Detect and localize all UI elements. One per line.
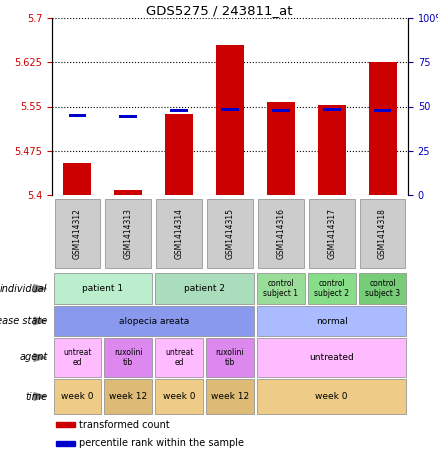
Text: patient 1: patient 1: [82, 284, 124, 293]
Text: week 12: week 12: [211, 392, 249, 401]
Bar: [221, 108, 239, 111]
Text: transformed count: transformed count: [79, 419, 170, 429]
Bar: [53, 273, 152, 304]
Bar: [359, 273, 406, 304]
Text: GSM1414317: GSM1414317: [327, 208, 336, 259]
Text: percentile rank within the sample: percentile rank within the sample: [79, 439, 244, 448]
Bar: [156, 199, 202, 268]
Bar: [53, 306, 254, 336]
Text: ruxolini
tib: ruxolini tib: [215, 348, 244, 367]
Text: time: time: [25, 391, 48, 401]
Bar: [170, 109, 188, 112]
Bar: [257, 379, 406, 414]
Bar: [258, 199, 304, 268]
Text: control
subject 3: control subject 3: [365, 279, 400, 298]
Bar: [374, 109, 392, 112]
Text: GSM1414316: GSM1414316: [276, 208, 286, 259]
Bar: [55, 199, 100, 268]
Text: GSM1414312: GSM1414312: [73, 208, 82, 259]
Polygon shape: [34, 354, 46, 361]
Text: alopecia areata: alopecia areata: [119, 317, 189, 326]
Bar: [360, 199, 406, 268]
Text: untreat
ed: untreat ed: [165, 348, 194, 367]
Bar: [323, 108, 341, 111]
Bar: [53, 338, 101, 377]
Bar: [155, 379, 203, 414]
Text: ruxolini
tib: ruxolini tib: [114, 348, 143, 367]
Bar: [267, 102, 295, 195]
Text: GSM1414315: GSM1414315: [226, 208, 234, 259]
Bar: [309, 199, 355, 268]
Bar: [155, 338, 203, 377]
Bar: [257, 306, 406, 336]
Bar: [369, 62, 396, 195]
Text: week 0: week 0: [163, 392, 195, 401]
Polygon shape: [34, 284, 46, 292]
Text: GSM1414314: GSM1414314: [175, 208, 184, 259]
Text: GDS5275 / 243811_at: GDS5275 / 243811_at: [146, 4, 292, 17]
Text: agent: agent: [19, 352, 48, 362]
Text: disease state: disease state: [0, 316, 48, 326]
Bar: [272, 109, 290, 112]
Polygon shape: [34, 317, 46, 325]
Bar: [104, 338, 152, 377]
Bar: [318, 105, 346, 195]
Bar: [257, 273, 305, 304]
Bar: [216, 44, 244, 195]
Bar: [207, 199, 253, 268]
Bar: [53, 379, 101, 414]
Text: week 0: week 0: [61, 392, 94, 401]
Bar: [104, 379, 152, 414]
Bar: [64, 163, 92, 195]
Bar: [155, 273, 254, 304]
Bar: [114, 190, 142, 195]
Text: week 12: week 12: [109, 392, 147, 401]
Bar: [68, 114, 86, 117]
Text: patient 2: patient 2: [184, 284, 225, 293]
Bar: [106, 199, 151, 268]
Text: untreat
ed: untreat ed: [63, 348, 92, 367]
Bar: [120, 115, 137, 118]
Bar: [308, 273, 356, 304]
Text: GSM1414318: GSM1414318: [378, 208, 387, 259]
Text: week 0: week 0: [315, 392, 348, 401]
Text: control
subject 1: control subject 1: [263, 279, 298, 298]
Bar: [257, 338, 406, 377]
Text: control
subject 2: control subject 2: [314, 279, 349, 298]
Bar: [56, 422, 75, 427]
Text: individual: individual: [0, 284, 48, 294]
Bar: [56, 441, 75, 446]
Text: normal: normal: [316, 317, 348, 326]
Text: GSM1414313: GSM1414313: [124, 208, 133, 259]
Bar: [206, 338, 254, 377]
Polygon shape: [34, 393, 46, 400]
Bar: [206, 379, 254, 414]
Text: untreated: untreated: [309, 353, 354, 362]
Bar: [165, 114, 193, 195]
